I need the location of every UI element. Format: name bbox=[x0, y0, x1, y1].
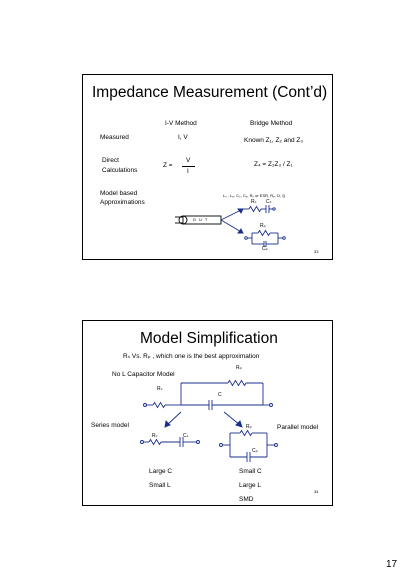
parallel-cp-label: Cₚ bbox=[252, 448, 258, 454]
model-parameters: Lₛ , Lₚ, Cₛ, Cₚ, Rₛ or ESR, Rₚ, D, Q bbox=[223, 193, 286, 198]
slide-title: Impedance Measurement (Cont’d) bbox=[92, 84, 328, 101]
model-simplification-diagram bbox=[140, 379, 278, 462]
top-rp-label: Rₚ bbox=[236, 365, 242, 371]
question-text: Rₛ Vs. Rₚ , which one is the best approx… bbox=[123, 353, 260, 360]
z-equals: Z = bbox=[163, 162, 173, 169]
dut-label: D U T bbox=[193, 217, 209, 222]
bridge-measured-value: Known Z₁, Z₂ and Z₃ bbox=[244, 137, 304, 144]
slide-impedance-measurement: Impedance Measurement (Cont’d) I-V Metho… bbox=[82, 74, 333, 260]
top-resistor-rp-icon bbox=[227, 379, 247, 387]
fraction-bar bbox=[182, 166, 195, 167]
bridge-calculation: Z₄ = Z₂Z₃ / Z₁ bbox=[254, 161, 293, 168]
top-c-label: C bbox=[218, 392, 222, 398]
parallel-cp-label: Cₚ bbox=[262, 246, 268, 252]
series-resistor-rs-icon bbox=[148, 438, 162, 446]
arrow-to-parallel-icon bbox=[237, 228, 244, 234]
large-c-label: Large C bbox=[149, 468, 173, 475]
row-label-model-based: Model based bbox=[100, 190, 138, 197]
series-cs-label: Cₛ bbox=[266, 199, 272, 205]
fraction-denominator: I bbox=[187, 168, 189, 175]
top-rs-label: Rₛ bbox=[157, 386, 163, 392]
series-rs-label: Rₛ bbox=[251, 199, 257, 205]
slide-page-number: 34 bbox=[314, 489, 319, 494]
column-header-bridge: Bridge Method bbox=[250, 120, 293, 127]
small-l-label: Small L bbox=[149, 482, 171, 489]
row-label-measured: Measured bbox=[100, 134, 129, 141]
arrow-to-series-icon bbox=[237, 208, 244, 214]
parallel-rp-label: Rₚ bbox=[246, 424, 252, 430]
series-model-label: Series model bbox=[91, 422, 129, 429]
slide-model-simplification: Model Simplification Rₛ Vs. Rₚ , which o… bbox=[82, 320, 333, 506]
series-cs-label: Cₛ bbox=[183, 433, 189, 439]
row-label-approximations: Approximations bbox=[100, 199, 145, 206]
resistor-rs-icon bbox=[248, 205, 262, 213]
top-resistor-rs-icon bbox=[152, 401, 166, 409]
parallel-rp-label: Rₚ bbox=[260, 223, 266, 229]
slide-page-number: 33 bbox=[314, 249, 319, 254]
row-label-direct: Direct bbox=[102, 157, 119, 164]
arrow-to-parallel-icon bbox=[235, 420, 243, 428]
series-rs-label: Rₛ bbox=[152, 433, 158, 439]
fraction-numerator: V bbox=[186, 157, 191, 164]
dut-end-cap bbox=[178, 215, 188, 225]
document-page-number: 17 bbox=[386, 559, 398, 570]
large-l-label: Large L bbox=[239, 482, 262, 489]
resistor-rp-icon bbox=[257, 229, 271, 237]
column-header-iv: I-V Method bbox=[165, 120, 197, 127]
row-label-calculations: Calculations bbox=[102, 167, 138, 174]
parallel-resistor-rp-icon bbox=[239, 429, 253, 437]
small-c-label: Small C bbox=[239, 468, 262, 475]
dut-measurement-diagram bbox=[175, 205, 286, 247]
smd-label: SMD bbox=[239, 496, 254, 503]
iv-measured-value: I, V bbox=[178, 134, 188, 141]
parallel-model-label: Parallel model bbox=[277, 424, 319, 431]
no-l-capacitor-model-label: No L Capacitor Model bbox=[112, 371, 175, 378]
slide-title: Model Simplification bbox=[140, 330, 278, 347]
arrow-to-series-icon bbox=[164, 420, 171, 428]
